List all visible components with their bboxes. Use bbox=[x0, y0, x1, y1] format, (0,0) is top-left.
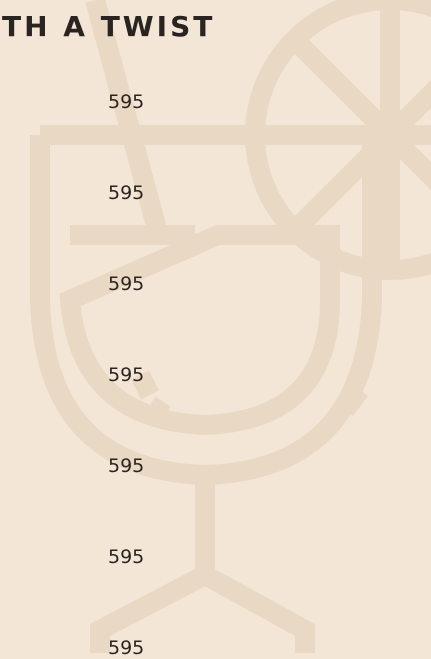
item-price: 595 bbox=[108, 455, 145, 477]
glass-shine bbox=[337, 384, 368, 416]
item-price: 595 bbox=[108, 182, 145, 204]
bubble bbox=[144, 396, 171, 424]
glass-base bbox=[90, 563, 315, 653]
straw bbox=[85, 0, 170, 243]
item-price: 595 bbox=[108, 364, 145, 386]
glass-liquid bbox=[59, 225, 340, 436]
item-price: 595 bbox=[108, 546, 145, 568]
bubble bbox=[131, 370, 159, 400]
menu-title: TH A TWIST bbox=[2, 10, 216, 43]
item-price: 595 bbox=[108, 91, 145, 113]
item-price: 595 bbox=[108, 273, 145, 295]
item-price: 595 bbox=[108, 637, 145, 659]
